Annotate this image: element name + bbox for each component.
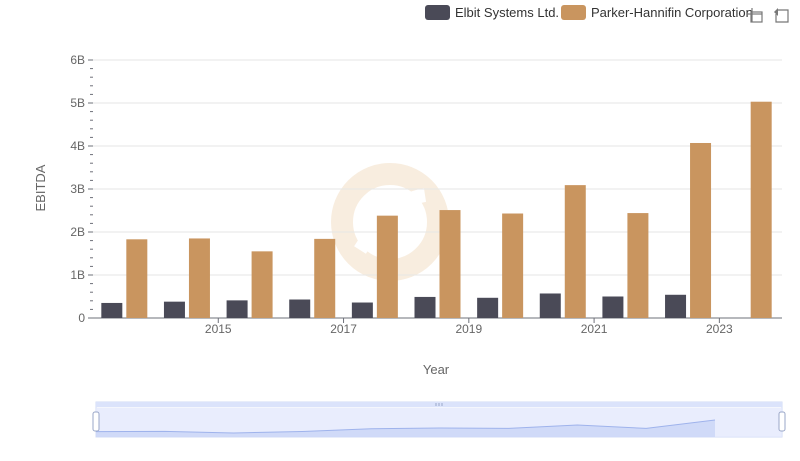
zoom-handle-left[interactable] [92, 411, 100, 432]
bar-parker-2021[interactable] [564, 185, 586, 318]
x-tick-label: 2023 [706, 322, 733, 336]
bar-elbit-2023[interactable] [665, 294, 687, 318]
restore-icon[interactable] [774, 8, 789, 23]
bar-elbit-2018[interactable] [351, 302, 373, 318]
bar-parker-2015[interactable] [188, 238, 210, 318]
bar-parker-2019[interactable] [439, 210, 461, 318]
bar-elbit-2016[interactable] [226, 300, 248, 318]
x-tick-label: 2021 [581, 322, 608, 336]
bar-elbit-2014[interactable] [101, 302, 123, 318]
bar-elbit-2017[interactable] [289, 299, 311, 318]
x-tick-label: 2019 [455, 322, 482, 336]
x-tick-label: 2017 [330, 322, 357, 336]
y-tick-label: 6B [70, 53, 85, 67]
bar-parker-2014[interactable] [126, 239, 148, 318]
bar-parker-2016[interactable] [251, 251, 273, 318]
bar-parker-2020[interactable] [502, 213, 524, 318]
bar-elbit-2021[interactable] [539, 293, 561, 318]
y-axis-title: EBITDA [33, 164, 48, 211]
legend-swatch-parker [561, 5, 586, 20]
x-tick-label: 2015 [205, 322, 232, 336]
bar-parker-2022[interactable] [627, 213, 649, 318]
legend-label-elbit: Elbit Systems Ltd. [455, 5, 559, 20]
y-tick-label: 0 [78, 311, 85, 325]
bar-elbit-2019[interactable] [414, 296, 436, 318]
bar-parker-2024[interactable] [750, 101, 772, 319]
zoom-handle-right[interactable] [778, 411, 786, 432]
zoom-preview-line [95, 419, 716, 434]
legend: Elbit Systems Ltd. Parker-Hannifin Corpo… [425, 5, 753, 20]
bars [101, 101, 772, 319]
y-tick-label: 4B [70, 139, 85, 153]
x-axis-title: Year [423, 362, 450, 377]
bar-parker-2017[interactable] [314, 238, 336, 318]
bar-elbit-2020[interactable] [477, 297, 499, 318]
y-tick-label: 3B [70, 182, 85, 196]
bar-elbit-2022[interactable] [602, 296, 624, 319]
legend-label-parker: Parker-Hannifin Corporation [591, 5, 753, 20]
y-tick-label: 2B [70, 225, 85, 239]
zoom-icon[interactable] [748, 8, 763, 23]
bar-elbit-2015[interactable] [163, 301, 185, 318]
y-tick-label: 1B [70, 268, 85, 282]
zoom-drag-grip-icon[interactable] [435, 403, 443, 406]
data-zoom-slider[interactable] [92, 401, 786, 438]
bar-parker-2023[interactable] [690, 142, 712, 318]
legend-swatch-elbit [425, 5, 450, 20]
bar-parker-2018[interactable] [376, 215, 398, 318]
legend-item-elbit[interactable]: Elbit Systems Ltd. [425, 5, 559, 20]
y-tick-label: 5B [70, 96, 85, 110]
legend-item-parker[interactable]: Parker-Hannifin Corporation [561, 5, 753, 20]
